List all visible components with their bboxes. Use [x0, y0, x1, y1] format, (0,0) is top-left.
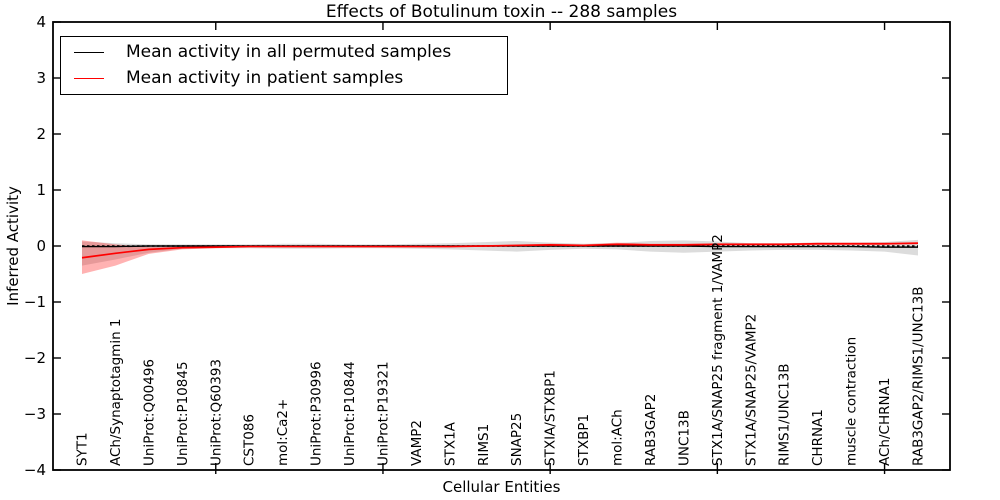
legend-line-black-icon: [74, 52, 104, 54]
x-entity-label: STX1A: [442, 421, 458, 466]
x-entity-label: STX1A/SNAP25/VAMP2: [743, 314, 759, 466]
x-entity-label: STXBP1: [576, 414, 592, 466]
x-entity-label: UNC13B: [676, 410, 692, 466]
y-tick-label: −1: [24, 293, 46, 311]
y-tick-label: −3: [24, 405, 46, 423]
x-entity-label: mol:ACh: [610, 409, 626, 466]
y-axis-label: Inferred Activity: [4, 186, 22, 306]
x-entity-label: VAMP2: [409, 420, 425, 466]
x-entity-label: SYT1: [75, 432, 91, 466]
x-entity-label: UniProt:Q60393: [208, 359, 224, 466]
x-entity-label: UniProt:P10845: [175, 361, 191, 466]
legend-label: Mean activity in all permuted samples: [126, 42, 452, 63]
x-entity-label: muscle contraction: [844, 337, 860, 466]
y-tick-label: 2: [36, 125, 46, 143]
x-axis-label: Cellular Entities: [442, 478, 561, 496]
legend-line-red-icon: [74, 77, 104, 79]
legend-entry-permuted: Mean activity in all permuted samples: [61, 44, 507, 61]
x-entity-label: mol:Ca2+: [275, 399, 291, 466]
y-tick-label: 0: [36, 237, 46, 255]
x-entity-label: ACh/Synaptotagmin 1: [108, 318, 124, 466]
x-entity-label: ACh/CHRNA1: [877, 378, 893, 466]
x-entity-label: RAB3GAP2: [643, 394, 659, 466]
legend-entry-patient: Mean activity in patient samples: [61, 67, 507, 88]
x-entity-label: SNAP25: [509, 413, 525, 466]
chart-title: Effects of Botulinum toxin -- 288 sample…: [325, 2, 678, 22]
y-tick-label: −4: [24, 461, 46, 479]
y-tick-label: 3: [36, 69, 46, 87]
y-tick-label: 4: [36, 13, 46, 31]
x-entity-label: UniProt:P10844: [342, 361, 358, 466]
x-entity-label: UniProt:P19321: [375, 361, 391, 466]
x-entity-label: RAB3GAP2/RIMS1/UNC13B: [911, 287, 927, 466]
x-entity-label: UniProt:Q00496: [141, 359, 157, 466]
legend-label: Mean activity in patient samples: [126, 67, 404, 88]
y-tick-label: 1: [36, 181, 46, 199]
x-entity-label: RIMS1/UNC13B: [777, 363, 793, 466]
x-entity-label: RIMS1: [476, 424, 492, 466]
x-entity-label: STX1A/SNAP25 fragment 1/VAMP2: [710, 234, 726, 466]
y-tick-label: −2: [24, 349, 46, 367]
legend: Mean activity in all permuted samples Me…: [60, 36, 508, 95]
x-entity-label: UniProt:P30996: [309, 361, 325, 466]
patient-mean-line: [81, 242, 919, 259]
x-entity-label: CST086: [242, 414, 258, 466]
x-entity-label: CHRNA1: [810, 409, 826, 466]
x-entity-label: STXIA/STXBP1: [543, 370, 559, 466]
